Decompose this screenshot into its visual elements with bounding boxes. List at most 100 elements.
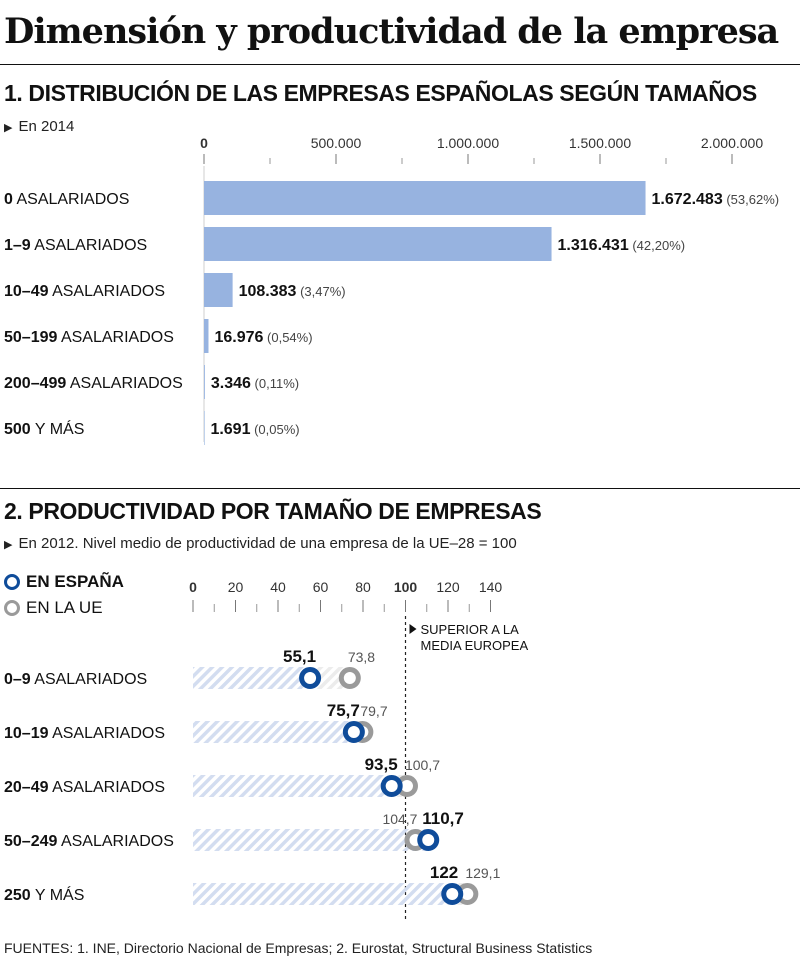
spain-value-label: 110,7 [422,809,464,828]
category-unit: ASALARIADOS [49,779,166,796]
triangle-icon: ▶ [4,122,13,134]
bar-percent: (3,47%) [296,284,345,299]
ue-value-label: 129,1 [465,865,500,881]
bar-value: 108.383 [239,283,297,300]
bar-value-label: 1.672.483 (53,62%) [652,191,780,208]
ue-point [338,667,361,689]
bar-category-label: 500 Y MÁS [4,419,84,438]
spain-band [193,883,453,905]
category-number: 50–249 [4,833,57,850]
spain-point [299,667,322,689]
x-tick-label: 60 [313,579,329,595]
bar-category-label: 200–499 ASALARIADOS [4,375,183,392]
category-unit: Y MÁS [31,419,85,438]
ue-gap-band [310,667,350,689]
category-unit: Y MÁS [31,885,85,904]
section2-subtitle: ▶ En 2012. Nivel medio de productividad d… [4,534,517,555]
ue-value-label: 73,8 [348,649,375,665]
bar-category-label: 50–199 ASALARIADOS [4,329,174,346]
x-tick-label: 1.500.000 [569,135,631,151]
category-number: 500 [4,421,31,438]
x-tick-label: 500.000 [311,135,362,151]
legend-marker-spain [4,574,20,590]
x-tick-label: 20 [228,579,244,595]
category-unit: ASALARIADOS [66,375,183,392]
x-axis: 0 500.000 1.000.000 1.500.000 2.000.000 [200,135,763,164]
spain-point [417,829,440,851]
x-tick-label: 100 [394,579,418,595]
spain-point [380,775,403,797]
spain-value-label: 122 [430,863,458,882]
spain-value-label: 93,5 [365,755,398,774]
spain-band [193,775,392,797]
category-unit: ASALARIADOS [57,833,174,850]
legend-ue: EN LA UE [4,597,103,619]
category-unit: ASALARIADOS [31,237,148,254]
section1-subtitle-text: En 2014 [18,118,75,135]
category-unit: ASALARIADOS [31,671,148,688]
bar-value: 1.691 [210,421,250,438]
legend-marker-ue [4,600,20,616]
bar-category-label: 10–49 ASALARIADOS [4,283,165,300]
dot-category-label: 20–49 ASALARIADOS [4,779,165,796]
dot-category-label: 250 Y MÁS [4,885,84,904]
section1-title: 1. DISTRIBUCIÓN DE LAS EMPRESAS ESPAÑOLA… [4,80,757,106]
bar-value-label: 108.383 (3,47%) [239,283,346,300]
bar-percent: (0,54%) [263,330,312,345]
category-number: 1–9 [4,237,31,254]
distribution-bar-chart: 0 500.000 1.000.000 1.500.000 2.000.000 0 ASA… [4,135,780,445]
bar-value-label: 1.691 (0,05%) [210,421,299,438]
x-tick-label: 120 [436,579,460,595]
category-number: 250 [4,887,31,904]
category-number: 10–19 [4,725,49,742]
spain-value-label: 75,7 [327,701,360,720]
bar-value-label: 16.976 (0,54%) [214,329,312,346]
legend-label-ue: EN LA UE [26,598,103,617]
x-tick-label: 2.000.000 [701,135,763,151]
category-unit: ASALARIADOS [49,725,166,742]
sources-note: FUENTES: 1. INE, Directorio Nacional de … [4,940,593,956]
category-number: 0 [4,191,13,208]
dot-category-label: 0–9 ASALARIADOS [4,671,147,688]
category-unit: ASALARIADOS [57,329,174,346]
ue-value-label: 104,7 [382,811,417,827]
category-unit: ASALARIADOS [13,191,130,208]
x-tick-label: 140 [479,579,503,595]
spain-point [342,721,365,743]
triangle-icon [409,624,417,634]
category-number: 20–49 [4,779,49,796]
spain-band [193,829,429,851]
bar-value: 16.976 [214,329,263,346]
bar [204,273,233,307]
spain-band [193,667,311,689]
bar-value: 3.346 [211,375,251,392]
bar-category-label: 0 ASALARIADOS [4,191,129,208]
x-tick-label: 0 [189,579,197,595]
x-axis: 0 20 40 60 80 100 120 140 [189,579,502,612]
spain-band [193,721,354,743]
bar-category-label: 1–9 ASALARIADOS [4,237,147,254]
bar-value-label: 3.346 (0,11%) [211,375,299,392]
spain-value-label: 55,1 [283,647,316,666]
category-number: 0–9 [4,671,31,688]
section2-subtitle-text: En 2012. Nivel medio de productividad de… [18,535,517,552]
x-tick-label: 40 [270,579,286,595]
bar-percent: (0,11%) [251,376,299,391]
reference-label: SUPERIOR A LA [421,622,520,637]
bar [204,319,209,353]
section1-subtitle: ▶ En 2014 [4,117,74,138]
x-tick-label: 0 [200,135,208,151]
bar [204,181,646,215]
bar-percent: (42,20%) [629,238,685,253]
x-tick-label: 80 [355,579,371,595]
triangle-icon: ▶ [4,539,13,551]
legend-label-spain: EN ESPAÑA [26,572,124,591]
section2-title: 2. PRODUCTIVIDAD POR TAMAÑO DE EMPRESAS [4,498,542,524]
category-number: 200–499 [4,375,66,392]
dot-category-label: 50–249 ASALARIADOS [4,833,174,850]
bar [204,411,205,445]
page-title: Dimensión y productividad de la empresa [4,11,779,52]
reference-label: MEDIA EUROPEA [421,638,529,653]
legend-spain: EN ESPAÑA [4,571,124,593]
bar-value-label: 1.316.431 (42,20%) [558,237,686,254]
